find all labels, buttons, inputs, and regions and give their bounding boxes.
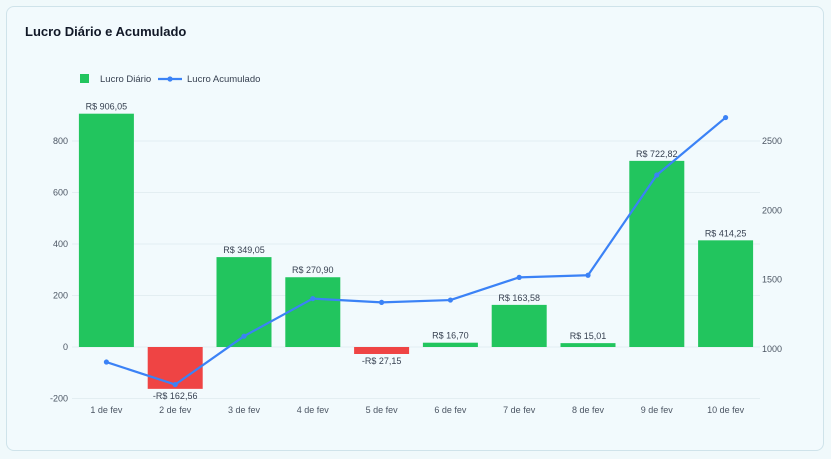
chart-card: Lucro Diário e Acumulado (6, 6, 824, 451)
bar-4-de-fev[interactable] (285, 277, 341, 347)
cumulative-point[interactable] (379, 299, 385, 305)
x-tick-label: 3 de fev (228, 405, 261, 415)
y-right-tick-label: 2000 (762, 205, 782, 215)
bar-value-label: R$ 906,05 (86, 102, 128, 112)
bar-1-de-fev[interactable] (78, 113, 134, 347)
x-tick-label: 8 de fev (572, 405, 605, 415)
cumulative-point[interactable] (103, 359, 109, 365)
bar-value-label: R$ 15,01 (570, 331, 607, 341)
bar-value-label: R$ 16,70 (432, 331, 469, 341)
bar-value-label: -R$ 27,15 (362, 356, 402, 366)
legend-label-bars: Lucro Diário (100, 74, 151, 85)
cumulative-point[interactable] (241, 333, 247, 339)
x-tick-label: 9 de fev (641, 405, 674, 415)
legend-label-line: Lucro Acumulado (187, 74, 260, 85)
cumulative-line (106, 116, 727, 386)
chart-title: Lucro Diário e Acumulado (25, 24, 187, 39)
bar-value-label: R$ 349,05 (223, 245, 265, 255)
x-tick-label: 2 de fev (159, 405, 192, 415)
cumulative-point[interactable] (172, 381, 178, 388)
cumulative-point[interactable] (310, 295, 316, 302)
bar-value-label: R$ 270,90 (292, 265, 334, 275)
cumulative-point[interactable] (447, 297, 453, 303)
x-tick-label: 5 de fev (366, 405, 399, 415)
y-right-tick-label: 1500 (762, 275, 782, 285)
bar-5-de-fev[interactable] (354, 347, 410, 354)
y-left-tick-label: 800 (53, 136, 68, 146)
x-tick-label: 1 de fev (90, 405, 123, 415)
y-left-tick-label: 600 (53, 188, 68, 198)
legend-swatch-bars (80, 74, 89, 83)
y-left-tick-label: -200 (50, 394, 68, 404)
legend-swatch-line-point (167, 76, 173, 82)
y-right-tick-label: 1000 (762, 344, 782, 354)
bar-8-de-fev[interactable] (560, 343, 616, 347)
y-right-tick-label: 2500 (762, 136, 782, 146)
bar-9-de-fev[interactable] (629, 160, 685, 347)
bar-value-label: R$ 722,82 (636, 149, 678, 159)
y-left-tick-label: 200 (53, 291, 68, 301)
cumulative-point[interactable] (654, 172, 660, 178)
bar-7-de-fev[interactable] (491, 304, 547, 347)
x-tick-label: 4 de fev (297, 405, 330, 415)
bar-10-de-fev[interactable] (698, 240, 754, 347)
bar-value-label: R$ 414,25 (705, 228, 747, 238)
bar-value-label: R$ 163,58 (498, 293, 540, 303)
x-tick-label: 10 de fev (707, 405, 745, 415)
bar-6-de-fev[interactable] (422, 342, 478, 347)
y-left-tick-label: 0 (63, 342, 68, 352)
x-tick-label: 7 de fev (503, 405, 536, 415)
cumulative-point[interactable] (516, 274, 522, 280)
y-left-tick-label: 400 (53, 239, 68, 249)
cumulative-point[interactable] (585, 272, 591, 278)
cumulative-point[interactable] (723, 114, 729, 121)
bar-2-de-fev[interactable] (147, 347, 203, 389)
x-tick-label: 6 de fev (434, 405, 467, 415)
bar-3-de-fev[interactable] (216, 257, 272, 347)
bar-value-label: -R$ 162,56 (153, 391, 198, 401)
